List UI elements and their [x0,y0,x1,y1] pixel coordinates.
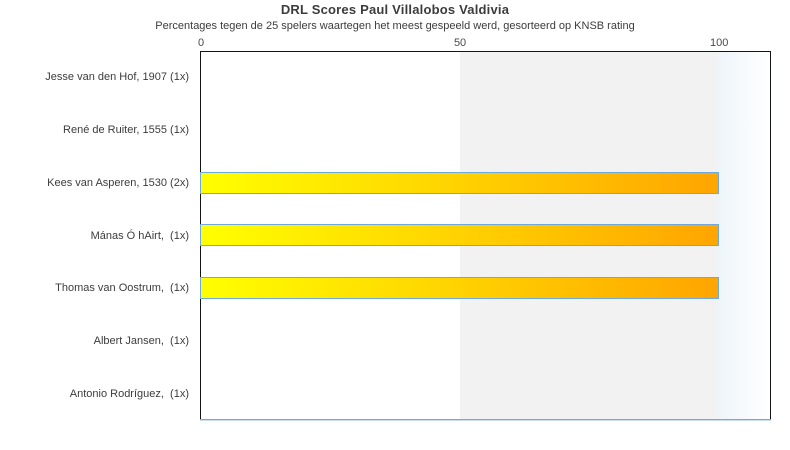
score-bar [200,276,720,299]
score-bar [200,224,720,247]
y-axis-label: Mánas Ó hAirt, (1x) [90,229,189,242]
bar-row [201,367,770,419]
bar-row [201,104,770,156]
x-axis: 0 50 100 [197,37,771,50]
y-axis-label: Thomas van Oostrum, (1x) [55,282,189,295]
bar-row [201,52,770,104]
chart-subtitle: Percentages tegen de 25 spelers waartege… [155,20,635,32]
y-axis-label: Albert Jansen, (1x) [93,334,189,347]
chart-title: DRL Scores Paul Villalobos Valdivia [280,2,510,17]
y-axis-label: Kees van Asperen, 1530 (2x) [47,176,189,189]
score-bar [200,172,720,195]
bar-rows [200,52,770,419]
bar-row [200,157,770,209]
band-beyond-100 [718,52,770,419]
x-tick-0: 0 [197,37,205,49]
x-tick-100: 100 [709,37,729,49]
plot-area [200,51,771,421]
y-axis-label: Antonio Rodríguez, (1x) [69,387,189,400]
y-axis-label: Jesse van den Hof, 1907 (1x) [45,71,189,84]
bar-row [200,262,770,314]
y-axis-labels: Jesse van den Hof, 1907 (1x) René de Rui… [0,51,200,420]
x-tick-50: 50 [453,37,467,49]
y-axis-label: René de Ruiter, 1555 (1x) [63,124,189,137]
bar-row [201,314,770,366]
bar-row [200,209,770,261]
